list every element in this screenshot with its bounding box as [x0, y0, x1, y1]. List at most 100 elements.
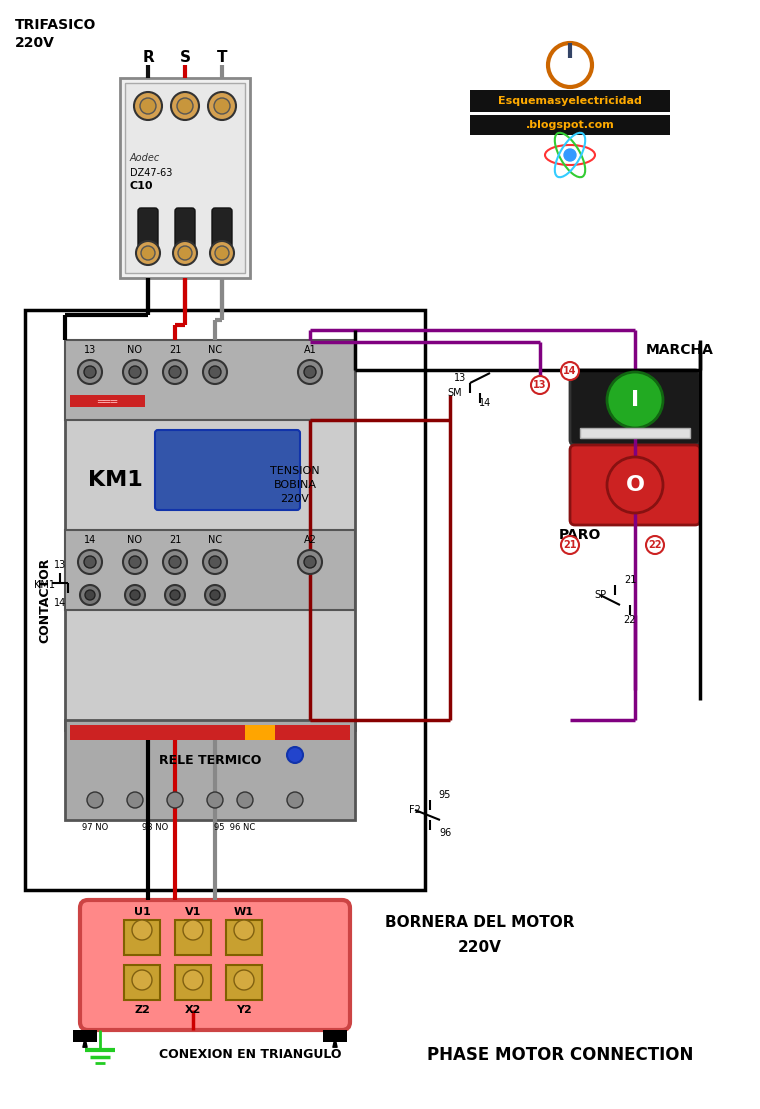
Circle shape [78, 550, 102, 574]
Circle shape [178, 246, 192, 260]
Circle shape [304, 366, 316, 378]
Text: 22: 22 [624, 615, 636, 625]
Bar [226, 965, 262, 1000]
FancyBboxPatch shape [212, 208, 232, 248]
Text: T: T [217, 51, 227, 65]
Circle shape [210, 590, 220, 600]
Text: PHASE MOTOR CONNECTION: PHASE MOTOR CONNECTION [427, 1046, 693, 1064]
Bar [120, 78, 250, 278]
Bar [175, 920, 211, 955]
Text: 14: 14 [563, 366, 577, 376]
Text: BORNERA DEL MOTOR
220V: BORNERA DEL MOTOR 220V [385, 915, 575, 955]
Text: 13: 13 [534, 380, 546, 390]
Bar [175, 965, 211, 1000]
Text: F2: F2 [409, 805, 421, 815]
Circle shape [607, 372, 663, 428]
Circle shape [129, 556, 141, 568]
Circle shape [167, 792, 183, 808]
Text: 13: 13 [54, 560, 66, 570]
Circle shape [205, 586, 225, 606]
Circle shape [163, 550, 187, 574]
Text: 95  96 NC: 95 96 NC [214, 824, 255, 833]
Bar [124, 920, 160, 955]
Text: 21: 21 [169, 535, 181, 545]
Circle shape [123, 360, 147, 384]
Bar [125, 83, 245, 273]
Circle shape [646, 536, 664, 554]
Circle shape [203, 360, 227, 384]
Text: DZ47-63: DZ47-63 [130, 167, 173, 179]
Circle shape [84, 366, 96, 378]
Text: I: I [631, 390, 639, 410]
Bar [323, 1030, 347, 1042]
Text: SM: SM [448, 388, 462, 398]
Circle shape [561, 536, 579, 554]
Circle shape [125, 586, 145, 606]
Circle shape [203, 550, 227, 574]
Text: Esquemasyelectricidad: Esquemasyelectricidad [498, 96, 642, 106]
Circle shape [298, 360, 322, 384]
Text: W1: W1 [234, 907, 254, 917]
FancyBboxPatch shape [80, 901, 350, 1030]
Text: Z2: Z2 [134, 1005, 150, 1015]
Text: C10: C10 [130, 181, 154, 191]
Text: 21: 21 [624, 574, 636, 586]
Circle shape [237, 792, 253, 808]
Circle shape [130, 590, 140, 600]
Circle shape [169, 556, 181, 568]
Text: 21: 21 [169, 345, 181, 355]
Text: CONEXION EN TRIANGULO: CONEXION EN TRIANGULO [159, 1048, 341, 1061]
Text: RELE TERMICO: RELE TERMICO [159, 753, 261, 766]
FancyBboxPatch shape [155, 430, 300, 510]
Circle shape [207, 792, 223, 808]
Circle shape [85, 590, 95, 600]
Text: TRIFASICO
220V: TRIFASICO 220V [15, 18, 97, 50]
FancyBboxPatch shape [570, 370, 700, 445]
Text: V1: V1 [185, 907, 201, 917]
Circle shape [169, 366, 181, 378]
Bar [65, 340, 355, 420]
Text: NC: NC [208, 345, 222, 355]
Text: A1: A1 [304, 345, 316, 355]
Text: 13: 13 [454, 373, 466, 383]
Text: 93 NO: 93 NO [142, 824, 168, 833]
Text: ═══: ═══ [97, 396, 117, 406]
Bar [65, 340, 355, 730]
Text: KM1: KM1 [34, 580, 55, 590]
Bar [470, 90, 670, 112]
Circle shape [287, 792, 303, 808]
Circle shape [607, 457, 663, 513]
Circle shape [234, 970, 254, 990]
Circle shape [87, 792, 103, 808]
Circle shape [177, 98, 193, 114]
Circle shape [129, 366, 141, 378]
Text: 13: 13 [84, 345, 96, 355]
Text: 21: 21 [563, 540, 577, 550]
Text: PARO: PARO [559, 528, 601, 542]
Bar [65, 720, 355, 820]
Circle shape [171, 92, 199, 120]
Text: NC: NC [208, 535, 222, 545]
Circle shape [215, 246, 229, 260]
Bar [70, 725, 350, 740]
Circle shape [136, 241, 160, 265]
Circle shape [173, 241, 197, 265]
Circle shape [298, 550, 322, 574]
Circle shape [127, 792, 143, 808]
Circle shape [183, 920, 203, 940]
Circle shape [210, 241, 234, 265]
Bar [70, 395, 145, 407]
Circle shape [123, 550, 147, 574]
FancyBboxPatch shape [570, 445, 700, 525]
Circle shape [209, 556, 221, 568]
Circle shape [134, 92, 162, 120]
Circle shape [170, 590, 180, 600]
Circle shape [564, 149, 576, 161]
Text: NO: NO [128, 535, 143, 545]
Text: O: O [625, 475, 644, 495]
Text: 14: 14 [54, 598, 66, 608]
Bar [124, 965, 160, 1000]
Circle shape [163, 360, 187, 384]
Text: NO: NO [128, 345, 143, 355]
Circle shape [209, 366, 221, 378]
